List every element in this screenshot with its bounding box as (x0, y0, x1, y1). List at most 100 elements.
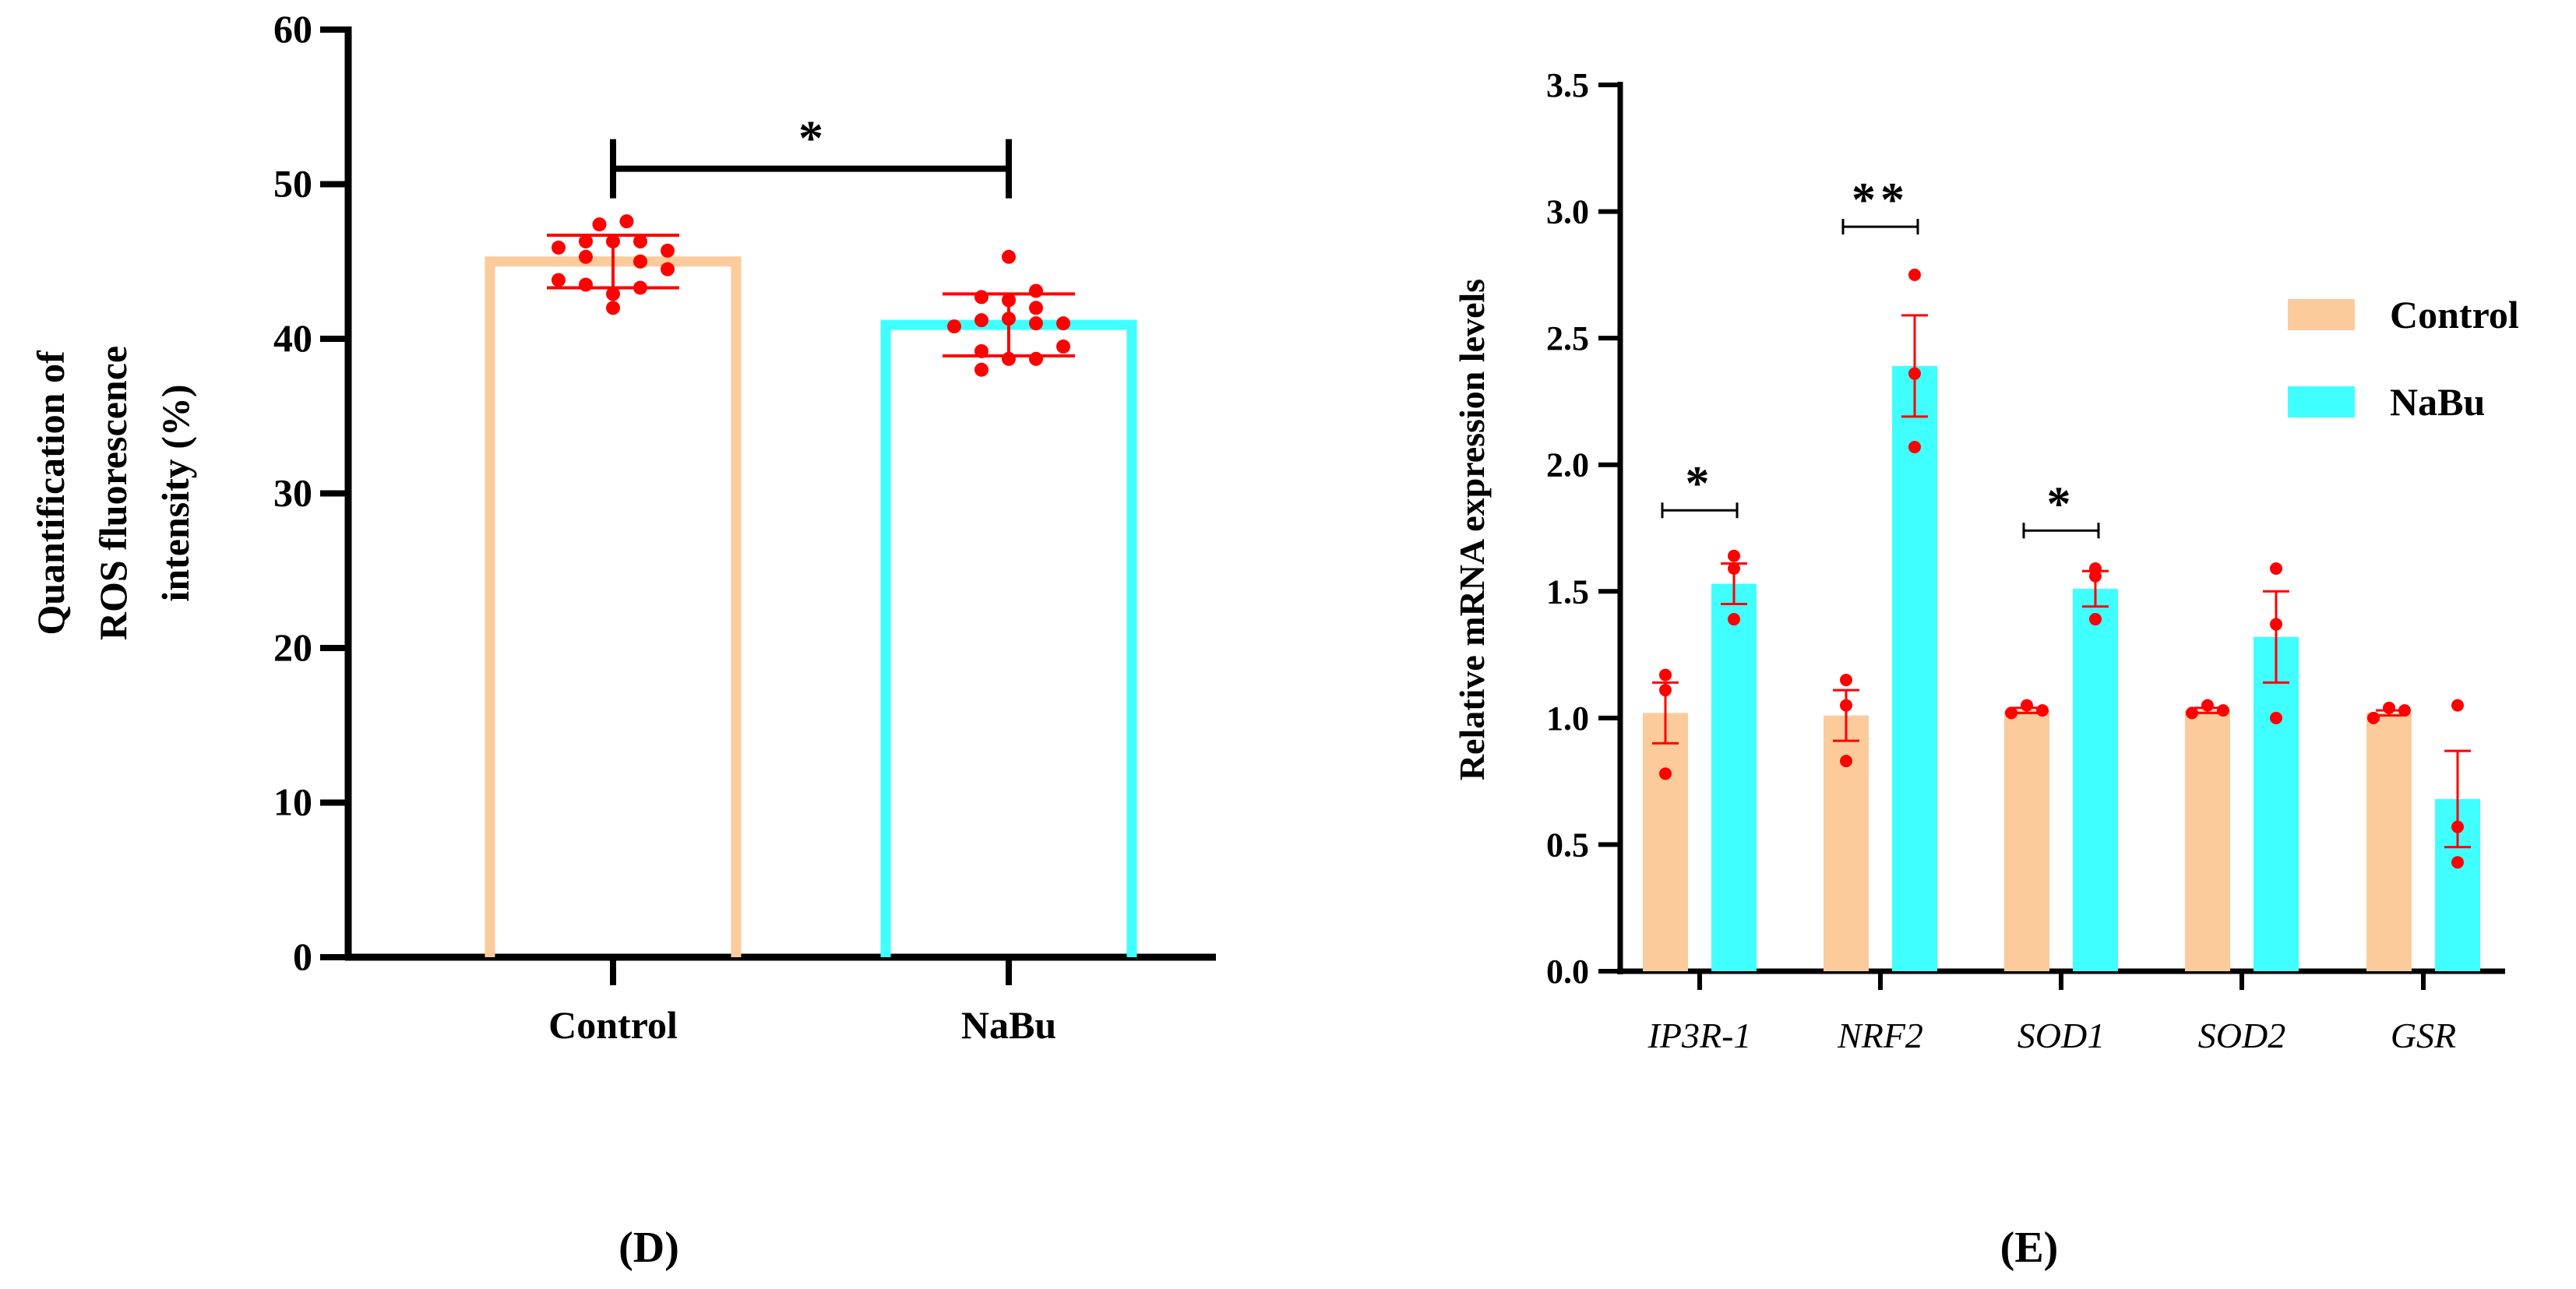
y-tick-label: 10 (273, 780, 312, 824)
data-point (1002, 312, 1016, 326)
significance-label: ** (1852, 174, 1909, 227)
legend-swatch-nabu (2288, 386, 2355, 417)
data-point (1029, 301, 1043, 315)
data-point (1029, 284, 1043, 298)
bar-nabu-sod1 (2073, 589, 2118, 971)
data-point (1728, 562, 1740, 576)
data-point (1728, 549, 1740, 562)
data-point (1728, 613, 1740, 626)
data-point (1908, 367, 1921, 380)
bar-control-sod2 (2185, 710, 2230, 971)
data-point (633, 254, 647, 269)
data-point (947, 319, 961, 334)
significance-label: * (798, 111, 823, 166)
x-tick-label: NRF2 (1837, 1016, 1923, 1055)
y-tick-label: 1.5 (1546, 572, 1589, 611)
x-tick-label: SOD1 (2017, 1016, 2105, 1055)
y-axis-label: intensity (%) (153, 384, 197, 601)
data-point (579, 277, 593, 292)
y-tick-label: 0.0 (1546, 953, 1589, 991)
significance-label: * (1686, 457, 1714, 510)
significance-label: * (2047, 477, 2076, 530)
data-point (1840, 674, 1852, 687)
data-point (1908, 268, 1921, 281)
data-point (2398, 704, 2411, 717)
data-point (1840, 699, 1852, 712)
data-point (1002, 293, 1016, 308)
y-tick-label: 2.0 (1546, 446, 1589, 484)
data-point (2089, 613, 2102, 626)
data-point (974, 313, 988, 328)
data-point (1002, 351, 1016, 366)
x-tick-label: IP3R-1 (1647, 1016, 1752, 1055)
data-point (1659, 684, 1672, 697)
x-tick-label: NaBu (961, 1003, 1056, 1047)
legend-swatch-control (2288, 299, 2355, 330)
y-tick-label: 3.0 (1546, 193, 1589, 231)
data-point (1659, 668, 1672, 681)
data-point (633, 234, 647, 248)
data-point (579, 249, 593, 264)
data-point (551, 273, 566, 287)
y-tick-label: 40 (273, 316, 312, 360)
bar-nabu-ip3r-1 (1711, 583, 1757, 971)
y-tick-label: 50 (273, 162, 312, 206)
bar-control-ip3r-1 (1643, 713, 1688, 971)
data-point (661, 262, 675, 276)
bar-nabu-nrf2 (1892, 365, 1937, 971)
x-tick-label: Control (548, 1003, 678, 1047)
y-tick-label: 2.5 (1546, 319, 1589, 357)
x-tick-label: GSR (2391, 1016, 2456, 1055)
data-point (2270, 618, 2282, 631)
data-point (1659, 767, 1672, 780)
data-point (551, 240, 566, 255)
bar-control-gsr (2366, 713, 2412, 971)
data-point (2186, 706, 2198, 720)
data-point (579, 234, 593, 248)
data-point (2383, 701, 2395, 714)
data-point (661, 243, 675, 258)
data-point (974, 290, 988, 305)
data-point (1029, 351, 1043, 366)
data-point (1056, 339, 1070, 354)
y-tick-label: 3.5 (1546, 66, 1589, 104)
legend-label: Control (2390, 293, 2519, 336)
data-point (2451, 699, 2464, 712)
data-point (2451, 820, 2464, 833)
x-tick-label: SOD2 (2198, 1016, 2285, 1055)
data-point (2217, 704, 2229, 717)
y-axis-label: ROS fluorescence (91, 346, 135, 640)
y-axis-label: Relative mRNA expression levels (1452, 279, 1492, 780)
data-point (2021, 699, 2033, 712)
data-point (633, 280, 647, 295)
data-point (974, 362, 988, 377)
data-point (2201, 699, 2214, 712)
data-point (619, 214, 634, 229)
data-point (606, 234, 620, 248)
data-point (1029, 316, 1043, 331)
y-axis-label: Quantification of (29, 350, 72, 636)
data-point (2367, 711, 2380, 724)
data-point (2451, 856, 2464, 869)
data-point (1908, 440, 1921, 453)
panel-label-e: (E) (2000, 1224, 2059, 1272)
y-tick-label: 60 (273, 7, 312, 51)
y-tick-label: 1.0 (1546, 699, 1589, 738)
bar-control-nrf2 (1824, 715, 1869, 971)
legend-label: NaBu (2390, 380, 2485, 424)
bar-nabu-sod2 (2254, 636, 2299, 971)
data-point (2005, 706, 2017, 720)
bar-nabu (880, 319, 1137, 957)
data-point (974, 343, 988, 358)
data-point (606, 287, 620, 301)
data-point (2036, 704, 2049, 717)
bar-control (485, 256, 742, 957)
bar-control-sod1 (2004, 710, 2049, 971)
data-point (2270, 562, 2282, 576)
data-point (2089, 569, 2102, 583)
data-point (1840, 755, 1852, 768)
y-tick-label: 0.5 (1546, 826, 1589, 864)
data-point (1002, 249, 1016, 264)
data-point (606, 301, 620, 315)
